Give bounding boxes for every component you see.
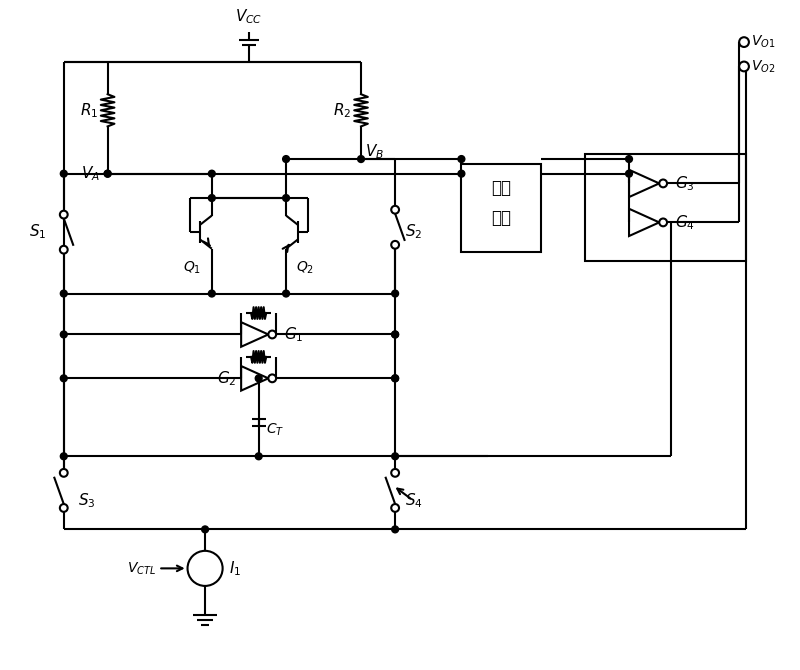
- Circle shape: [391, 504, 399, 512]
- Polygon shape: [241, 366, 268, 391]
- Circle shape: [255, 375, 262, 382]
- Polygon shape: [241, 322, 268, 347]
- Circle shape: [208, 290, 215, 297]
- Text: $S_4$: $S_4$: [405, 491, 422, 509]
- Text: $G_2$: $G_2$: [217, 369, 236, 388]
- Circle shape: [60, 504, 68, 512]
- Circle shape: [104, 170, 111, 177]
- Text: $V_{CTL}$: $V_{CTL}$: [127, 560, 156, 577]
- Text: $V_B$: $V_B$: [365, 142, 384, 161]
- Circle shape: [739, 38, 749, 47]
- Circle shape: [458, 170, 465, 177]
- Circle shape: [187, 551, 222, 586]
- Text: $Q_1$: $Q_1$: [183, 259, 202, 276]
- Text: $V_{O1}$: $V_{O1}$: [751, 34, 775, 50]
- Circle shape: [391, 206, 399, 214]
- Circle shape: [626, 170, 633, 177]
- Text: $R_1$: $R_1$: [79, 101, 98, 120]
- Circle shape: [659, 218, 667, 226]
- Text: $G_4$: $G_4$: [675, 213, 694, 232]
- Text: $I_1$: $I_1$: [230, 559, 242, 578]
- Circle shape: [202, 526, 209, 533]
- Circle shape: [60, 469, 68, 477]
- Circle shape: [282, 290, 290, 297]
- Circle shape: [60, 331, 67, 338]
- Circle shape: [60, 170, 67, 177]
- Circle shape: [392, 526, 398, 533]
- Text: $S_3$: $S_3$: [78, 491, 96, 509]
- Circle shape: [104, 170, 111, 177]
- Circle shape: [392, 453, 398, 460]
- Text: $G_1$: $G_1$: [284, 325, 303, 344]
- Circle shape: [60, 375, 67, 382]
- Circle shape: [392, 290, 398, 297]
- Polygon shape: [629, 170, 659, 197]
- Circle shape: [268, 330, 276, 338]
- Circle shape: [391, 469, 399, 477]
- Circle shape: [358, 155, 365, 162]
- Circle shape: [392, 331, 398, 338]
- Bar: [462, 164, 542, 252]
- Circle shape: [392, 375, 398, 382]
- Text: $C_T$: $C_T$: [266, 422, 285, 438]
- Text: 控制: 控制: [491, 208, 511, 226]
- Circle shape: [268, 375, 276, 382]
- Circle shape: [282, 155, 290, 162]
- Text: $Q_2$: $Q_2$: [296, 259, 314, 276]
- Circle shape: [391, 241, 399, 249]
- Text: $V_{CC}$: $V_{CC}$: [235, 7, 262, 25]
- Bar: [585, 154, 746, 261]
- Text: $V_{O2}$: $V_{O2}$: [751, 58, 775, 74]
- Circle shape: [659, 180, 667, 188]
- Circle shape: [208, 170, 215, 177]
- Circle shape: [739, 62, 749, 71]
- Text: 逻辑: 逻辑: [491, 180, 511, 197]
- Circle shape: [458, 155, 465, 162]
- Circle shape: [60, 246, 68, 253]
- Text: $R_2$: $R_2$: [333, 101, 351, 120]
- Circle shape: [282, 194, 290, 202]
- Circle shape: [392, 375, 398, 382]
- Circle shape: [208, 194, 215, 202]
- Circle shape: [255, 453, 262, 460]
- Text: $S_1$: $S_1$: [29, 223, 46, 241]
- Circle shape: [392, 331, 398, 338]
- Circle shape: [626, 155, 633, 162]
- Circle shape: [60, 290, 67, 297]
- Circle shape: [60, 210, 68, 218]
- Text: $S_2$: $S_2$: [405, 223, 422, 241]
- Circle shape: [60, 453, 67, 460]
- Text: $V_A$: $V_A$: [81, 164, 100, 183]
- Text: $G_3$: $G_3$: [675, 174, 694, 193]
- Polygon shape: [629, 209, 659, 236]
